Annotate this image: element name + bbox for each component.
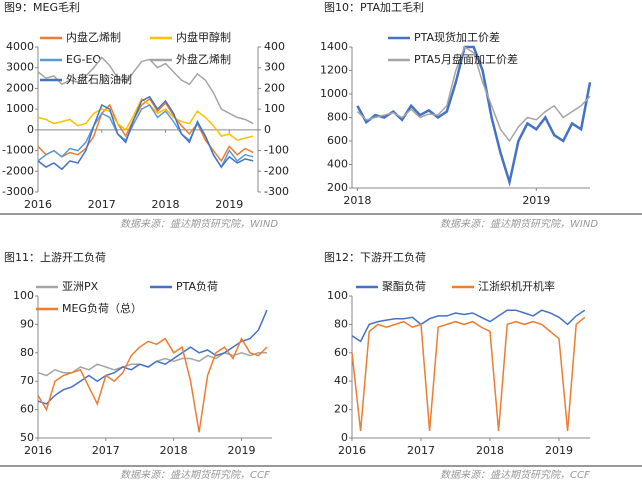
legend-label: 内盘甲醇制: [176, 30, 231, 44]
series-line: [37, 309, 268, 405]
y-tick-label: 600: [327, 134, 348, 147]
x-tick-label: 2019: [215, 198, 243, 211]
chart-title: 图10：PTA加工毛利: [324, 1, 424, 14]
chart-title: 图12：下游开工负荷: [324, 250, 426, 264]
x-tick-label: 2019: [522, 194, 550, 207]
y2-tick-label: 0: [264, 123, 271, 136]
y-tick-label: 1000: [6, 102, 34, 115]
y-tick-label: 2000: [6, 81, 34, 94]
y-tick-label: 800: [327, 111, 348, 124]
x-tick-label: 2018: [476, 444, 504, 457]
y2-tick-label: -300: [264, 185, 289, 198]
source-note: 数据来源：盛达期货研究院，CCF: [120, 469, 270, 481]
y2-tick-label: 300: [264, 61, 285, 74]
source-note: 数据来源：盛达期货研究院，WIND: [120, 218, 278, 230]
legend-label: PTA负荷: [176, 279, 218, 293]
source-note: 数据来源：盛达期货研究院，WIND: [440, 218, 598, 230]
y-tick-label: 200: [327, 181, 348, 194]
y-tick-label: 60: [334, 346, 348, 359]
x-tick-label: 2018: [160, 444, 188, 457]
y2-tick-label: -100: [264, 144, 289, 157]
y-tick-label: 1200: [320, 64, 348, 77]
legend-label: EG-EO: [66, 53, 101, 66]
y-tick-label: 4000: [6, 40, 34, 53]
y2-tick-label: 200: [264, 81, 285, 94]
series-line: [356, 45, 591, 143]
y-tick-label: -3000: [2, 185, 34, 198]
legend-label: PTA5月盘面加工价差: [414, 52, 518, 66]
y-tick-label: -2000: [2, 164, 34, 177]
y-tick-label: 90: [20, 317, 34, 330]
y-tick-label: 400: [327, 158, 348, 171]
y-tick-label: 3000: [6, 61, 34, 74]
x-tick-label: 2017: [92, 444, 120, 457]
chart-title: 图11：上游开工负荷: [4, 250, 106, 264]
series-line: [37, 95, 254, 171]
series-line: [351, 309, 586, 343]
legend-label: MEG负荷（总）: [62, 301, 142, 315]
x-tick-label: 2017: [407, 444, 435, 457]
y-tick-label: -1000: [2, 144, 34, 157]
y-tick-label: 0: [27, 123, 34, 136]
legend-label: 江浙织机开机率: [478, 279, 555, 293]
x-tick-label: 2018: [152, 198, 180, 211]
legend-label: 内盘乙烯制: [66, 30, 121, 44]
y-tick-label: 0: [341, 431, 348, 444]
series-line: [356, 45, 592, 188]
y-tick-label: 20: [334, 403, 348, 416]
legend-label: 亚洲PX: [62, 280, 99, 293]
y-tick-label: 80: [334, 317, 348, 330]
legend-label: PTA现货加工价差: [414, 30, 500, 44]
x-tick-label: 2016: [338, 444, 366, 457]
series-line: [351, 316, 586, 431]
x-tick-label: 2019: [545, 444, 573, 457]
x-tick-label: 2018: [343, 194, 371, 207]
source-note: 数据来源：盛达期货研究院，CCF: [440, 469, 590, 481]
legend-label: 外盘乙烯制: [176, 52, 231, 66]
series-line: [37, 56, 254, 125]
chart-title: 图9：MEG毛利: [4, 1, 80, 14]
x-tick-label: 2016: [24, 444, 52, 457]
y-tick-label: 100: [327, 289, 348, 302]
y-tick-label: 1400: [320, 40, 348, 53]
y-tick-label: 50: [20, 431, 34, 444]
legend-label: 聚酯负荷: [382, 279, 426, 293]
x-tick-label: 2019: [227, 444, 255, 457]
y2-tick-label: 100: [264, 102, 285, 115]
x-tick-label: 2016: [24, 198, 52, 211]
series-line: [37, 97, 254, 142]
legend-label: 外盘石脑油制: [66, 72, 132, 86]
x-tick-label: 2017: [88, 198, 116, 211]
y2-tick-label: 400: [264, 40, 285, 53]
y-tick-label: 70: [20, 374, 34, 387]
y-tick-label: 1000: [320, 87, 348, 100]
y-tick-label: 80: [20, 346, 34, 359]
y-tick-label: 60: [20, 403, 34, 416]
y2-tick-label: -200: [264, 164, 289, 177]
series-line: [37, 336, 268, 433]
y-tick-label: 40: [334, 374, 348, 387]
y-tick-label: 100: [13, 289, 34, 302]
